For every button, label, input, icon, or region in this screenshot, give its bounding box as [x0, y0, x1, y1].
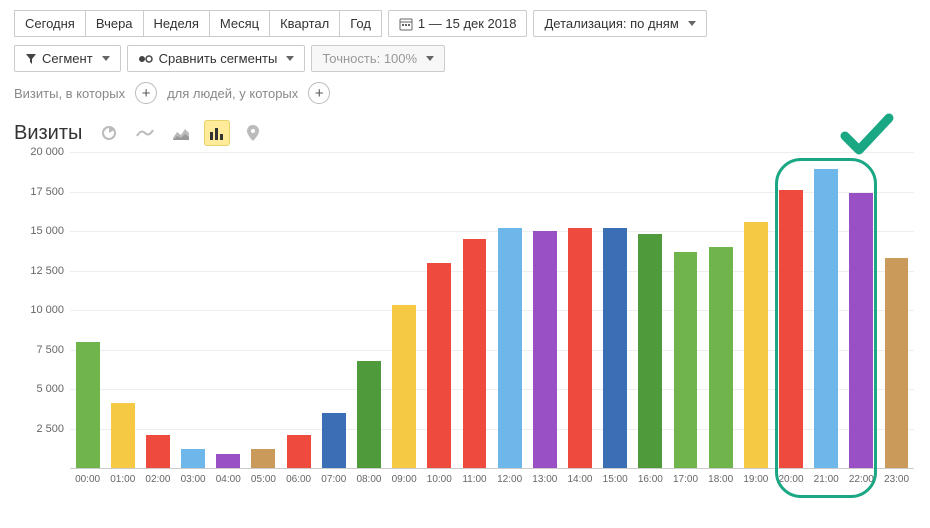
x-axis-tick: 13:00 — [527, 468, 562, 492]
x-axis-tick: 09:00 — [387, 468, 422, 492]
accuracy-dropdown[interactable]: Точность: 100% — [311, 45, 445, 72]
bar[interactable] — [849, 193, 873, 468]
bar[interactable] — [322, 413, 346, 468]
bar[interactable] — [427, 263, 451, 468]
x-axis-tick: 02:00 — [140, 468, 175, 492]
bar[interactable] — [111, 403, 135, 468]
x-axis-tick: 10:00 — [422, 468, 457, 492]
bar[interactable] — [568, 228, 592, 468]
y-axis-tick: 15 000 — [30, 225, 64, 237]
chart-title: Визиты — [14, 122, 82, 145]
compare-segments-dropdown[interactable]: Сравнить сегменты — [127, 45, 306, 72]
bar[interactable] — [287, 435, 311, 468]
chart-type-bar-icon[interactable] — [204, 120, 230, 146]
filter-visits-label: Визиты, в которых — [14, 86, 125, 101]
chart-type-pie-icon[interactable] — [96, 120, 122, 146]
bar[interactable] — [709, 247, 733, 468]
bar[interactable] — [498, 228, 522, 468]
x-axis-tick: 01:00 — [105, 468, 140, 492]
y-axis-tick: 20 000 — [30, 146, 64, 158]
bar[interactable] — [814, 169, 838, 468]
x-axis-tick: 18:00 — [703, 468, 738, 492]
x-axis-tick: 06:00 — [281, 468, 316, 492]
x-axis-tick: 14:00 — [562, 468, 597, 492]
bar[interactable] — [146, 435, 170, 468]
x-axis-tick: 15:00 — [598, 468, 633, 492]
bar[interactable] — [463, 239, 487, 468]
calendar-icon — [399, 17, 413, 31]
x-axis-tick: 21:00 — [809, 468, 844, 492]
bar[interactable] — [744, 222, 768, 468]
x-axis-tick: 03:00 — [176, 468, 211, 492]
funnel-icon — [25, 53, 37, 65]
compare-icon — [138, 53, 154, 65]
period-button[interactable]: Неделя — [143, 10, 210, 37]
y-axis-tick: 7 500 — [36, 344, 64, 356]
x-axis-tick: 19:00 — [738, 468, 773, 492]
y-axis-tick: 5 000 — [36, 383, 64, 395]
bar[interactable] — [216, 454, 240, 468]
period-button[interactable]: Месяц — [209, 10, 270, 37]
period-button[interactable]: Вчера — [85, 10, 144, 37]
add-people-filter-button[interactable]: + — [308, 82, 330, 104]
bar[interactable] — [357, 361, 381, 468]
bar[interactable] — [181, 449, 205, 468]
bar[interactable] — [251, 449, 275, 468]
accuracy-label: Точность: 100% — [322, 51, 417, 66]
segment-dropdown[interactable]: Сегмент — [14, 45, 121, 72]
x-axis-tick: 16:00 — [633, 468, 668, 492]
period-button[interactable]: Сегодня — [14, 10, 86, 37]
date-range-button[interactable]: 1 — 15 дек 2018 — [388, 10, 528, 37]
x-axis-tick: 17:00 — [668, 468, 703, 492]
chart-type-line-icon[interactable] — [132, 120, 158, 146]
date-range-label: 1 — 15 дек 2018 — [418, 16, 517, 31]
y-axis-tick: 10 000 — [30, 304, 64, 316]
y-axis-tick: 12 500 — [30, 265, 64, 277]
x-axis-tick: 12:00 — [492, 468, 527, 492]
filter-people-label: для людей, у которых — [167, 86, 298, 101]
bar[interactable] — [638, 234, 662, 468]
y-axis-tick: 2 500 — [36, 423, 64, 435]
segment-label: Сегмент — [42, 51, 93, 66]
chart-type-map-icon[interactable] — [240, 120, 266, 146]
x-axis-tick: 11:00 — [457, 468, 492, 492]
x-axis-tick: 07:00 — [316, 468, 351, 492]
x-axis-tick: 04:00 — [211, 468, 246, 492]
detail-dropdown[interactable]: Детализация: по дням — [533, 10, 706, 37]
x-axis-tick: 22:00 — [844, 468, 879, 492]
bar[interactable] — [392, 305, 416, 468]
period-button[interactable]: Квартал — [269, 10, 340, 37]
chart-type-area-icon[interactable] — [168, 120, 194, 146]
x-axis-tick: 23:00 — [879, 468, 914, 492]
bar[interactable] — [533, 231, 557, 468]
visits-bar-chart: 20 00017 50015 00012 50010 0007 5005 000… — [14, 152, 914, 492]
bar[interactable] — [76, 342, 100, 468]
compare-label: Сравнить сегменты — [159, 51, 278, 66]
y-axis-tick: 17 500 — [30, 186, 64, 198]
bar[interactable] — [885, 258, 909, 468]
detail-label: Детализация: по дням — [544, 16, 678, 31]
bar[interactable] — [603, 228, 627, 468]
bar[interactable] — [779, 190, 803, 468]
add-visit-filter-button[interactable]: + — [135, 82, 157, 104]
x-axis-tick: 05:00 — [246, 468, 281, 492]
bar[interactable] — [674, 252, 698, 468]
x-axis-tick: 20:00 — [773, 468, 808, 492]
x-axis-tick: 00:00 — [70, 468, 105, 492]
period-button[interactable]: Год — [339, 10, 382, 37]
x-axis-tick: 08:00 — [351, 468, 386, 492]
